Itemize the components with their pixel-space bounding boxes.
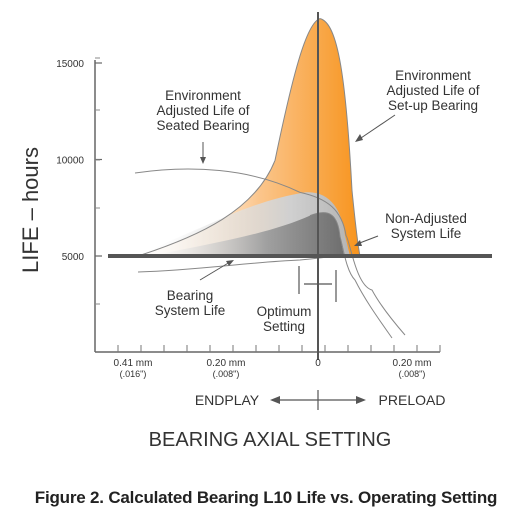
series-line-setup-bearing (137, 18, 361, 257)
series-line-bearing-system-life (137, 255, 343, 273)
series-line-seated-bearing (134, 168, 406, 336)
x-tick-sublabel: (.016") (120, 369, 147, 379)
annotation-line: System Life (391, 226, 462, 241)
leader-nonadj-arrow-icon (354, 240, 362, 246)
series-line-non-adjusted (309, 212, 393, 339)
arrow-head-left-icon (270, 396, 280, 404)
annotation-line: Non-Adjusted (385, 211, 467, 226)
annotation-line: Set-up Bearing (388, 98, 478, 113)
axes (94, 12, 440, 360)
x-axis-label: BEARING AXIAL SETTING (149, 429, 392, 451)
x-tick-label: 0 (315, 358, 321, 369)
leader-setup-arrow-icon (355, 134, 363, 142)
annotation-line: Setting (263, 319, 305, 334)
x-tick-label: 0.20 mm (393, 358, 432, 369)
annotation-seated: Environment Adjusted Life of Seated Bearin… (156, 88, 249, 133)
annotation-nonadj: Non-Adjusted System Life (385, 211, 467, 241)
y-ticks: 5000 10000 15000 (56, 57, 102, 305)
y-axis-label: LIFE – hours (18, 147, 43, 273)
y-tick-label: 10000 (56, 156, 84, 167)
annotations: Environment Adjusted Life of Set-up Bearin… (155, 68, 480, 334)
annotation-system: Bearing System Life (155, 288, 226, 318)
x-tick-label: 0.41 mm (114, 358, 153, 369)
annotation-line: Adjusted Life of (156, 103, 249, 118)
annotation-line: Environment (165, 88, 241, 103)
y-tick-label: 15000 (56, 59, 84, 70)
leader-system-arrow-icon (226, 260, 234, 266)
annotation-line: Adjusted Life of (386, 83, 479, 98)
annotation-line: Seated Bearing (156, 118, 249, 133)
annotation-line: Environment (395, 68, 471, 83)
direction-indicator: ENDPLAY PRELOAD (195, 390, 446, 410)
leader-system (199, 261, 231, 281)
annotation-line: Bearing (167, 288, 214, 303)
leader-seated-arrow-icon (200, 157, 206, 164)
series-area-non-adjusted (150, 212, 344, 256)
x-tick-sublabel: (.008") (399, 369, 426, 379)
annotation-line: Optimum (257, 304, 312, 319)
direction-right-label: PRELOAD (379, 392, 446, 408)
curves-layer (108, 18, 492, 339)
annotation-optimum: Optimum Setting (257, 304, 312, 334)
x-ticks: 0.41 mm(.016")0.20 mm(.008")0 0.20 mm(.00… (114, 345, 441, 379)
annotation-setup: Environment Adjusted Life of Set-up Bearin… (386, 68, 479, 113)
x-tick-sublabel: (.008") (213, 369, 240, 379)
direction-left-label: ENDPLAY (195, 392, 260, 408)
y-tick-label: 5000 (62, 252, 85, 263)
arrow-head-right-icon (356, 396, 366, 404)
figure-caption: Figure 2. Calculated Bearing L10 Life vs… (34, 488, 498, 507)
annotation-line: System Life (155, 303, 226, 318)
x-tick-label: 0.20 mm (207, 358, 246, 369)
leader-setup (357, 114, 396, 141)
